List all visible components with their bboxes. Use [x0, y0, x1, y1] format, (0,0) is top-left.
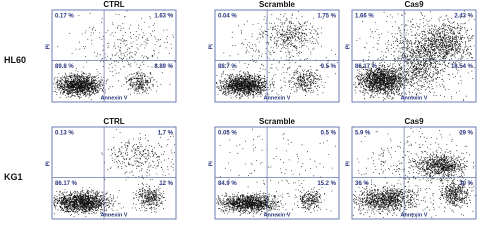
quadrant-value: 12 %: [159, 181, 173, 187]
quadrant-value: 86.17 %: [355, 64, 378, 70]
quadrant-value: 88.7 %: [218, 64, 237, 70]
panel-title: Scramble: [259, 117, 296, 126]
quadrant-value: 36 %: [355, 181, 369, 187]
dot-cloud: [216, 128, 336, 217]
plot-frame: [51, 126, 177, 220]
quadrant-value: 0.5 %: [321, 131, 337, 137]
quadrant-value: 1.63 %: [154, 14, 173, 20]
quadrant-value: 2.43 %: [454, 14, 473, 20]
panel-title: Cas9: [404, 0, 424, 9]
dot-cloud: [53, 10, 176, 101]
row-label: KG1: [4, 172, 23, 182]
quadrant-value: 18.54 %: [451, 64, 474, 70]
quadrant-value: 1.75 %: [317, 14, 336, 20]
plot-frame: [351, 9, 477, 103]
flow-plot: Scramble 0.05 % 0.5 % 84.9 % 15.2 % Annexin V…: [208, 117, 340, 220]
plot-frame: [351, 126, 477, 220]
figure: HL60 CTRL 0.17 % 1.63 % 89.8 % 8.89 % Annexin …: [4, 0, 477, 220]
quadrant-value: 84.9 %: [218, 181, 237, 187]
y-axis-label: PI: [45, 161, 51, 167]
quadrant-value: 0.13 %: [55, 131, 74, 137]
quadrant-value: 1.66 %: [355, 14, 374, 20]
x-axis-label: Annexin V: [101, 212, 128, 218]
row-label: HL60: [4, 55, 26, 65]
quadrant-value: 15.2 %: [317, 181, 336, 187]
x-axis-label: Annexin V: [264, 95, 291, 101]
flow-plot: Cas9 5.9 % 29 % 36 % 30 % Annexin V PI: [345, 117, 477, 220]
quadrant-value: 89.8 %: [55, 64, 74, 70]
y-axis-label: PI: [345, 161, 351, 167]
x-axis-label: Annexin V: [264, 212, 291, 218]
quadrant-value: 30 %: [459, 181, 473, 187]
dot-cloud: [353, 128, 476, 218]
quadrant-value: 5.9 %: [355, 131, 371, 137]
plot-frame: [214, 9, 340, 103]
x-axis-label: Annexin V: [101, 95, 128, 101]
dot-cloud: [216, 11, 338, 100]
plot-frame: [51, 9, 177, 103]
quadrant-value: 0.04 %: [218, 14, 237, 20]
quadrant-value: 0.17 %: [55, 14, 74, 20]
x-axis-label: Annexin V: [401, 212, 428, 218]
panel-title: Scramble: [259, 0, 296, 9]
dot-cloud: [353, 10, 475, 101]
panel-title: Cas9: [404, 117, 424, 126]
flow-plot: CTRL 0.13 % 1.7 % 86.17 % 12 % Annexin V PI: [45, 117, 177, 220]
y-axis-label: PI: [345, 44, 351, 50]
y-axis-label: PI: [208, 161, 214, 167]
flow-plot: CTRL 0.17 % 1.63 % 89.8 % 8.89 % Annexin V PI: [45, 0, 177, 103]
panel-title: CTRL: [103, 117, 124, 126]
panel-title: CTRL: [103, 0, 124, 9]
flow-plot: Scramble 0.04 % 1.75 % 88.7 % 9.5 % Annexin V…: [208, 0, 340, 103]
flow-plot: Cas9 1.66 % 2.43 % 86.17 % 18.54 % Annexin V P…: [345, 0, 477, 103]
quadrant-value: 1.7 %: [158, 131, 174, 137]
y-axis-label: PI: [208, 44, 214, 50]
x-axis-label: Annexin V: [401, 95, 428, 101]
quadrant-value: 0.05 %: [218, 131, 237, 137]
plot-frame: [214, 126, 340, 220]
quadrant-value: 9.5 %: [321, 64, 337, 70]
quadrant-value: 29 %: [459, 131, 473, 137]
y-axis-label: PI: [45, 44, 51, 50]
quadrant-value: 86.17 %: [55, 181, 78, 187]
dot-cloud: [53, 129, 175, 217]
quadrant-value: 8.89 %: [154, 64, 173, 70]
